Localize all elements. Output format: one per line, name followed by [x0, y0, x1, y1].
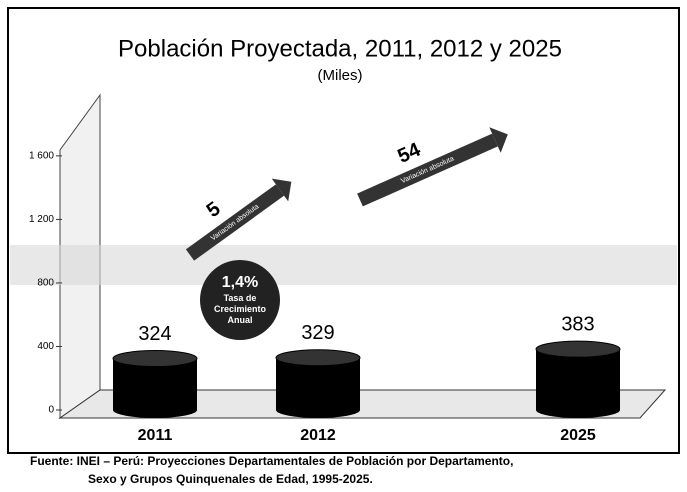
rate-value: 1,4% [222, 274, 258, 291]
chart-subtitle: (Miles) [318, 67, 363, 84]
value-label: 383 [561, 313, 594, 335]
bar [536, 349, 620, 410]
x-tick-label: 2012 [300, 427, 336, 444]
arrow-head [271, 178, 292, 202]
value-label: 329 [301, 322, 334, 344]
bar-top [112, 350, 198, 368]
rate-box: Tasa de Crecimiento Anual [213, 293, 266, 325]
source-2: Sexo y Grupos Quinquenales de Edad, 1995… [88, 472, 373, 486]
value-label: 324 [138, 323, 171, 345]
bar [276, 357, 360, 410]
bar-base [276, 402, 360, 418]
arrow-head [489, 127, 508, 153]
bar-top [535, 340, 621, 358]
rate-text: Tasa de Crecimiento Anual [213, 293, 266, 325]
arrow [357, 133, 498, 207]
y-tick-label: 0 [48, 405, 54, 416]
bar-base [536, 402, 620, 418]
floor [58, 389, 667, 419]
y-tick-label: 800 [37, 278, 54, 289]
y-tick-label: 1 600 [29, 151, 54, 162]
source: Fuente: INEI – Perú: Proyecciones Depart… [30, 454, 513, 468]
rate-badge [200, 260, 280, 340]
y-tick-label: 400 [37, 341, 54, 352]
chart-title: Población Proyectada, 2011, 2012 y 2025 [118, 35, 562, 62]
bar-base [113, 402, 197, 418]
y-tick-label: 1 200 [29, 214, 54, 225]
bar-top [275, 349, 361, 367]
x-tick-label: 2011 [138, 427, 173, 444]
x-tick-label: 2025 [560, 427, 596, 444]
arrow [185, 184, 285, 261]
band [10, 245, 677, 285]
bar [113, 358, 197, 410]
